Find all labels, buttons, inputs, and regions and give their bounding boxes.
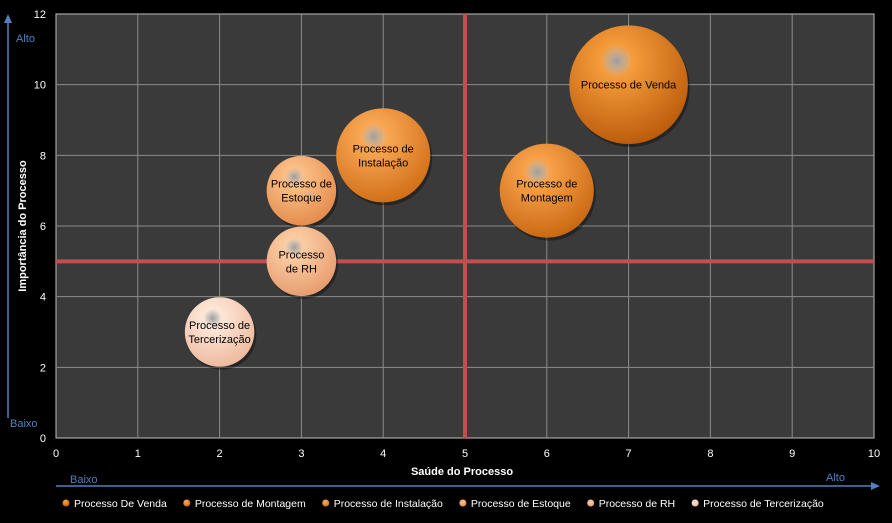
legend-item: Processo De Venda <box>62 498 167 510</box>
legend-label: Processo de Estoque <box>471 498 571 510</box>
legend-marker <box>62 499 70 507</box>
legend: Processo De Venda Processo de Montagem Pro… <box>62 498 824 510</box>
bubble-label: Montagem <box>521 193 573 205</box>
y-tick-label: 8 <box>40 150 46 162</box>
y-arrow-head <box>4 14 12 23</box>
bubble-group: Processo de Tercerização <box>184 297 257 370</box>
x-tick-label: 1 <box>135 448 141 460</box>
legend-item: Processo de Instalação <box>322 498 443 510</box>
y-high-label: Alto <box>16 33 35 45</box>
y-tick-label: 6 <box>40 221 46 233</box>
bubble-group: Processo de Venda <box>569 25 690 147</box>
y-direction-arrow <box>4 14 12 418</box>
legend-marker <box>459 499 467 507</box>
bubble <box>266 155 337 226</box>
x-tick-label: 7 <box>626 448 632 460</box>
bubble-label: Processo de <box>353 143 414 155</box>
x-low-label: Baixo <box>70 474 98 486</box>
y-axis-title: Importância do Processo <box>17 160 29 292</box>
y-tick-label: 12 <box>34 9 46 21</box>
bubble-label: Processo de <box>516 179 577 191</box>
x-arrow-head <box>871 482 880 490</box>
legend-marker <box>183 499 191 507</box>
x-axis-title: Saúde do Processo <box>411 466 513 478</box>
x-high-label: Alto <box>826 472 845 484</box>
legend-item: Processo de Estoque <box>459 498 571 510</box>
legend-label: Processo De Venda <box>74 498 167 510</box>
y-tick-label: 4 <box>40 292 46 304</box>
x-tick-label: 3 <box>298 448 304 460</box>
legend-marker <box>322 499 330 507</box>
x-tick-label: 10 <box>868 448 880 460</box>
bubble-label: Instalação <box>358 157 408 169</box>
bubble-label: Processo <box>278 249 324 261</box>
bubble-group: Processo de Montagem <box>499 143 596 241</box>
x-tick-label: 9 <box>789 448 795 460</box>
bubble-label: Processo de Venda <box>581 80 677 92</box>
legend-marker <box>691 499 699 507</box>
bubble-label: Processo de <box>271 179 332 191</box>
legend-item: Processo de RH <box>587 498 675 510</box>
legend-item: Processo de Tercerização <box>691 498 824 510</box>
bubble-label: Processo de <box>189 320 250 332</box>
x-tick-label: 4 <box>380 448 386 460</box>
bubble-label: Tercerização <box>188 334 250 346</box>
bubble-group: Processo de Estoque <box>266 155 339 229</box>
y-tick-label: 10 <box>34 80 46 92</box>
legend-label: Processo de Tercerização <box>703 498 824 510</box>
bubble-group: Processo de RH <box>266 226 339 300</box>
y-tick-label: 0 <box>40 433 46 445</box>
bubble-label: Estoque <box>281 193 321 205</box>
bubble <box>336 108 431 203</box>
x-tick-label: 6 <box>544 448 550 460</box>
x-tick-label: 0 <box>53 448 59 460</box>
bubble-group: Processo de Instalação <box>336 108 433 206</box>
bubble <box>266 226 337 297</box>
x-tick-label: 2 <box>217 448 223 460</box>
x-tick-label: 8 <box>707 448 713 460</box>
legend-label: Processo de RH <box>599 498 675 510</box>
reference-lines <box>56 14 874 438</box>
x-tick-label: 5 <box>462 448 468 460</box>
bubble <box>569 25 688 144</box>
bubble <box>184 297 255 367</box>
y-low-label: Baixo <box>10 418 38 430</box>
legend-label: Processo de Instalação <box>334 498 443 510</box>
legend-item: Processo de Montagem <box>183 498 306 510</box>
y-tick-label: 2 <box>40 362 46 374</box>
x-direction-arrow <box>56 482 880 490</box>
legend-label: Processo de Montagem <box>195 498 306 510</box>
bubble <box>499 143 594 238</box>
bubble-label: de RH <box>286 263 317 275</box>
legend-marker <box>587 499 595 507</box>
